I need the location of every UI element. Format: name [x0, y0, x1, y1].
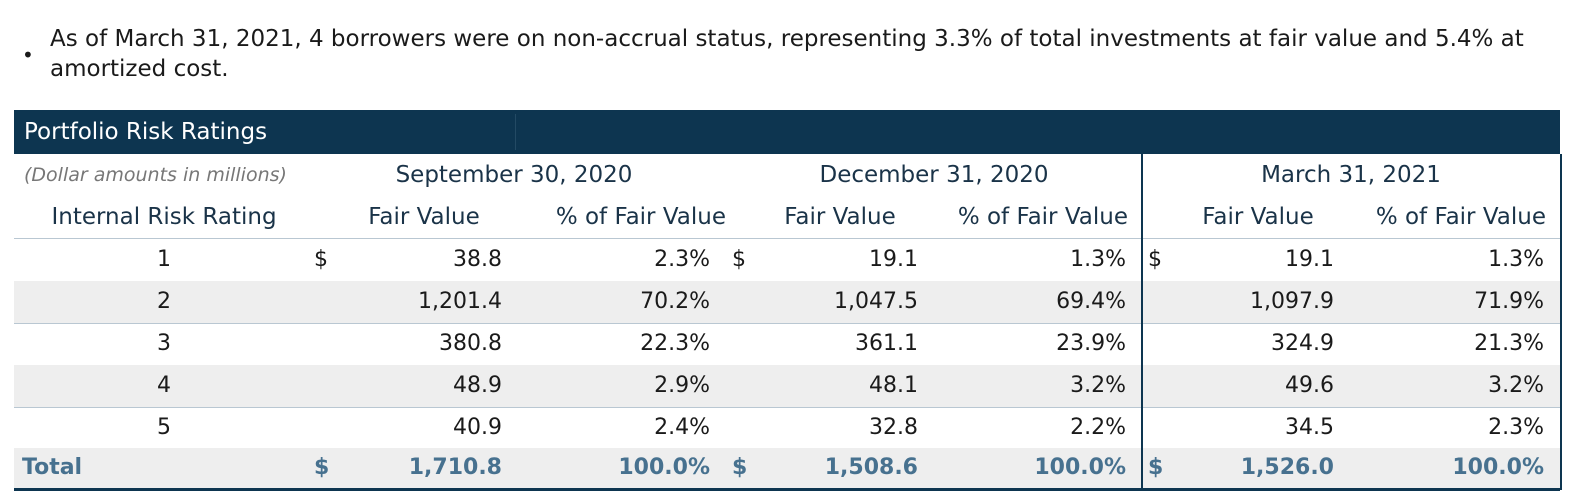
dec-fair-value: 32.8 [869, 415, 918, 440]
mar-total-pct: 100.0% [1452, 455, 1544, 480]
sep-fair-value: 380.8 [439, 331, 502, 356]
dec-pct: 2.2% [1070, 415, 1126, 440]
currency-symbol: $ [1148, 455, 1164, 480]
table-row: 1 $ 38.8 2.3% $ 19.1 1.3% $ 19.1 1.3% [14, 239, 1560, 282]
currency-symbol: $ [314, 247, 328, 272]
table-row: 5 40.9 2.4% 32.8 2.2% 34.5 2.3% [14, 407, 1560, 450]
period-dec-2020: December 31, 2020 [819, 162, 1049, 188]
dec-pct: 69.4% [1056, 289, 1126, 314]
bullet-marker: • [22, 43, 34, 67]
currency-symbol: $ [732, 455, 748, 480]
sep-pct: 2.4% [654, 415, 710, 440]
period-mar-2021: March 31, 2021 [1261, 162, 1441, 188]
sep-pct: 2.9% [654, 373, 710, 398]
sep-pct-header: % of Fair Value [555, 204, 726, 230]
title-divider [515, 114, 516, 150]
dec-fair-value: 19.1 [869, 247, 918, 272]
dec-pct: 23.9% [1056, 331, 1126, 356]
period-sep-2020: September 30, 2020 [395, 162, 633, 188]
sep-pct: 2.3% [654, 247, 710, 272]
currency-symbol: $ [732, 247, 746, 272]
mar-pct: 1.3% [1488, 247, 1544, 272]
mar-fair-value-header: Fair Value [1202, 204, 1314, 230]
sep-fair-value: 40.9 [453, 415, 502, 440]
currency-symbol: $ [314, 455, 330, 480]
mar-fair-value: 34.5 [1285, 415, 1334, 440]
sep-fair-value: 48.9 [453, 373, 502, 398]
table-row: 4 48.9 2.9% 48.1 3.2% 49.6 3.2% [14, 365, 1560, 408]
dec-total-fair-value: 1,508.6 [824, 455, 918, 480]
table-title-bar: Portfolio Risk Ratings [14, 110, 1560, 154]
risk-rating: 4 [157, 373, 171, 398]
mar-total-fair-value: 1,526.0 [1240, 455, 1334, 480]
dec-pct: 3.2% [1070, 373, 1126, 398]
sep-pct: 70.2% [640, 289, 710, 314]
mar-pct: 2.3% [1488, 415, 1544, 440]
mar-fair-value: 324.9 [1271, 331, 1334, 356]
table-title: Portfolio Risk Ratings [24, 119, 268, 145]
total-label: Total [22, 455, 83, 480]
non-accrual-note: As of March 31, 2021, 4 borrowers were o… [50, 26, 1524, 82]
mar-pct: 3.2% [1488, 373, 1544, 398]
dec-fair-value: 361.1 [855, 331, 918, 356]
mar-fair-value: 19.1 [1285, 247, 1334, 272]
sep-fair-value: 38.8 [453, 247, 502, 272]
sep-pct: 22.3% [640, 331, 710, 356]
risk-rating-header: Internal Risk Rating [51, 204, 277, 230]
sep-fair-value: 1,201.4 [418, 289, 502, 314]
dec-pct-header: % of Fair Value [957, 204, 1128, 230]
mar-pct: 71.9% [1474, 289, 1544, 314]
table-row: 2 1,201.4 70.2% 1,047.5 69.4% 1,097.9 71… [14, 281, 1560, 324]
sep-total-fair-value: 1,710.8 [408, 455, 502, 480]
mar-fair-value: 49.6 [1285, 373, 1334, 398]
currency-symbol: $ [1148, 247, 1162, 272]
column-header-row: Internal Risk Rating Fair Value % of Fai… [14, 196, 1560, 238]
table-row: 3 380.8 22.3% 361.1 23.9% 324.9 21.3% [14, 323, 1560, 366]
mar-pct: 21.3% [1474, 331, 1544, 356]
dec-fair-value: 48.1 [869, 373, 918, 398]
risk-rating: 1 [157, 247, 171, 272]
total-row: Total $ 1,710.8 100.0% $ 1,508.6 100.0% … [14, 448, 1560, 491]
risk-rating: 3 [157, 331, 171, 356]
dec-pct: 1.3% [1070, 247, 1126, 272]
risk-rating: 5 [157, 415, 171, 440]
risk-rating: 2 [157, 289, 171, 314]
dollar-amounts-note: (Dollar amounts in millions) [24, 164, 287, 186]
dec-fair-value-header: Fair Value [784, 204, 896, 230]
header-divider [14, 238, 1560, 239]
sep-fair-value-header: Fair Value [368, 204, 480, 230]
dec-total-pct: 100.0% [1034, 455, 1126, 480]
period-header-row: (Dollar amounts in millions) September 3… [14, 154, 1560, 196]
mar-pct-header: % of Fair Value [1375, 204, 1546, 230]
sep-total-pct: 100.0% [618, 455, 710, 480]
dec-fair-value: 1,047.5 [834, 289, 918, 314]
mar-fair-value: 1,097.9 [1250, 289, 1334, 314]
